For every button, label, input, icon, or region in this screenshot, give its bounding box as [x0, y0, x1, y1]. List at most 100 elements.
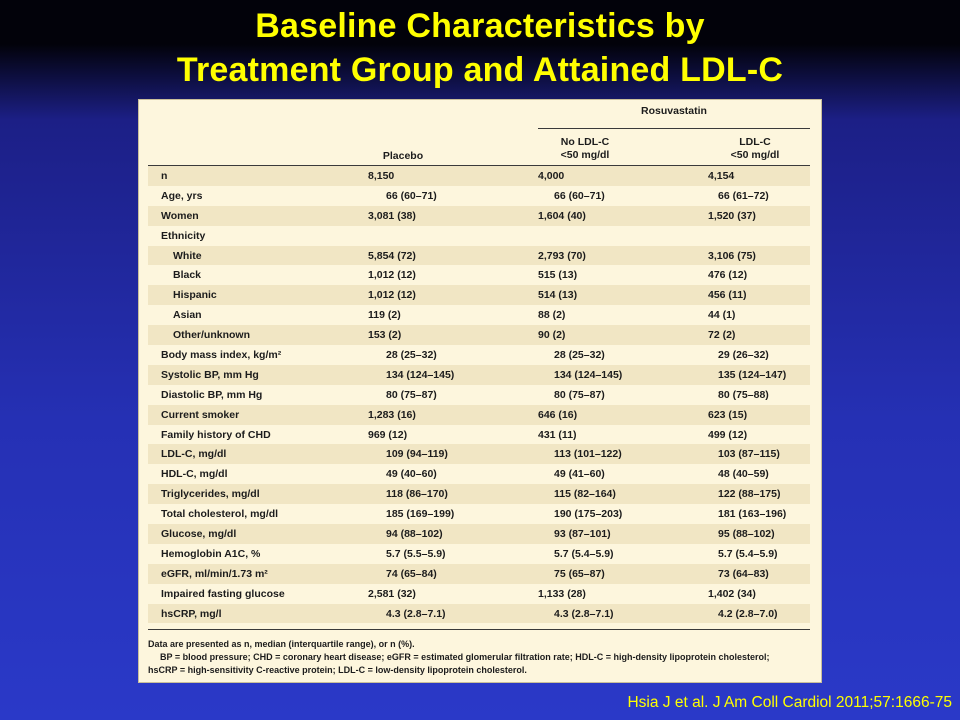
table-row: Current smoker 1,283 (16) 646 (16) 623 (15)	[148, 404, 810, 425]
table-row: Other/unknown 153 (2) 90 (2) 72 (2)	[148, 325, 810, 346]
table-bottom-rule	[148, 629, 810, 630]
row-label: Triglycerides, mg/dl	[148, 484, 358, 505]
row-label: Glucose, mg/dl	[148, 524, 358, 544]
cell-ldl: 66 (61–72)	[718, 189, 769, 202]
table-row: Age, yrs 66 (60–71) 66 (60–71) 66 (61–72)	[148, 186, 810, 206]
cell-no-ldl: 2,793 (70)	[528, 245, 698, 266]
row-label: Family history of CHD	[161, 428, 271, 441]
slide-title-line2: Treatment Group and Attained LDL-C	[176, 51, 784, 89]
cell-no-ldl: 75 (65–87)	[528, 563, 698, 584]
row-label: Age, yrs	[161, 189, 203, 202]
cell-no-ldl	[528, 226, 698, 246]
row-label: Hispanic	[148, 285, 358, 306]
table-row: Systolic BP, mm Hg 134 (124–145) 134 (124–…	[148, 364, 810, 385]
row-label: Current smoker	[148, 404, 358, 425]
row-label: Impaired fasting glucose	[161, 587, 285, 600]
row-label: Systolic BP, mm Hg	[148, 364, 358, 385]
cell-ldl: 95 (88–102)	[698, 524, 810, 544]
table-body: n 8,150 4,000 4,154 Age, yrs 66 (60–71) 66 (60…	[148, 166, 810, 624]
table-row: Body mass index, kg/m² 28 (25–32) 28 (25–3…	[148, 345, 810, 365]
cell-no-ldl: 1,133 (28)	[538, 587, 586, 600]
cell-ldl: 3,106 (75)	[698, 245, 810, 266]
cell-placebo: 1,012 (12)	[368, 269, 416, 282]
group-header-rosuvastatin: Rosuvastatin	[641, 105, 707, 117]
column-header-no-ldl-line1: No LDL-C	[560, 136, 610, 148]
table-panel: Rosuvastatin Placebo No LDL-C <50 mg/dl …	[138, 99, 822, 683]
column-header-placebo: Placebo	[382, 150, 424, 162]
column-header-no-ldl-line2: <50 mg/dl	[560, 149, 610, 161]
cell-no-ldl: 115 (82–164)	[528, 484, 698, 505]
cell-no-ldl: 88 (2)	[538, 309, 566, 322]
table-row: HDL-C, mg/dl 49 (40–60) 49 (41–60) 48 (40–5…	[148, 464, 810, 484]
cell-no-ldl: 4.3 (2.8–7.1)	[528, 603, 698, 624]
cell-no-ldl: 80 (75–87)	[554, 388, 605, 401]
cell-placebo: 5.7 (5.5–5.9)	[386, 547, 446, 560]
cell-no-ldl: 1,604 (40)	[528, 205, 698, 226]
table-row: Total cholesterol, mg/dl 185 (169–199) 190…	[148, 504, 810, 524]
cell-ldl: 73 (64–83)	[698, 563, 810, 584]
cell-ldl: 80 (75–88)	[718, 388, 769, 401]
cell-ldl: 4.2 (2.8–7.0)	[698, 603, 810, 624]
table-row: eGFR, ml/min/1.73 m² 74 (65–84) 75 (65–87)…	[148, 563, 810, 584]
row-label: eGFR, ml/min/1.73 m²	[148, 563, 358, 584]
cell-placebo: 134 (124–145)	[358, 364, 528, 385]
cell-ldl: 122 (88–175)	[698, 484, 810, 505]
cell-placebo: 118 (86–170)	[358, 484, 528, 505]
header-bottom-rule	[148, 165, 810, 166]
column-header-ldl-line2: <50 mg/dl	[730, 149, 780, 161]
row-label: LDL-C, mg/dl	[148, 444, 358, 465]
row-label: White	[148, 245, 358, 266]
cell-placebo: 1,012 (12)	[358, 285, 528, 306]
cell-no-ldl: 646 (16)	[528, 404, 698, 425]
row-label: hsCRP, mg/l	[148, 603, 358, 624]
cell-ldl: 135 (124–147)	[698, 364, 810, 385]
column-header-ldl-line1: LDL-C	[739, 136, 771, 148]
row-label: Hemoglobin A1C, %	[161, 547, 261, 560]
data-table-wrapper: n 8,150 4,000 4,154 Age, yrs 66 (60–71) 66 (60…	[148, 166, 810, 624]
table-row: Impaired fasting glucose 2,581 (32) 1,133 …	[148, 584, 810, 604]
table-row: Hemoglobin A1C, % 5.7 (5.5–5.9) 5.7 (5.4–5…	[148, 544, 810, 564]
slide-title: Baseline Characteristics by Treatment Gr…	[0, 4, 960, 92]
group-header-rule	[538, 128, 810, 129]
table-row: Triglycerides, mg/dl 118 (86–170) 115 (82–…	[148, 484, 810, 505]
cell-no-ldl: 4,000	[528, 166, 698, 186]
column-header-ldl: LDL-C <50 mg/dl	[695, 136, 815, 162]
row-label: HDL-C, mg/dl	[161, 468, 228, 481]
cell-no-ldl: 28 (25–32)	[554, 348, 605, 361]
cell-placebo: 1,283 (16)	[358, 404, 528, 425]
cell-ldl: 476 (12)	[708, 269, 748, 282]
cell-no-ldl: 190 (175–203)	[554, 508, 623, 521]
footnote-line1: Data are presented as n, median (interqu…	[148, 639, 415, 649]
cell-placebo: 5,854 (72)	[358, 245, 528, 266]
cell-ldl: 103 (87–115)	[698, 444, 810, 465]
table-row: Family history of CHD 969 (12) 431 (11) 499…	[148, 425, 810, 445]
table-row: Asian 119 (2) 88 (2) 44 (1)	[148, 305, 810, 325]
table-row: Black 1,012 (12) 515 (13) 476 (12)	[148, 265, 810, 285]
row-label: Diastolic BP, mm Hg	[161, 388, 263, 401]
row-label: Other/unknown	[148, 325, 358, 346]
column-header-no-ldl: No LDL-C <50 mg/dl	[525, 136, 645, 162]
table-row: Women 3,081 (38) 1,604 (40) 1,520 (37)	[148, 205, 810, 226]
cell-ldl: 29 (26–32)	[718, 348, 769, 361]
cell-no-ldl: 431 (11)	[538, 428, 577, 441]
cell-ldl: 48 (40–59)	[718, 468, 769, 481]
cell-placebo: 66 (60–71)	[386, 189, 437, 202]
cell-no-ldl: 514 (13)	[528, 285, 698, 306]
cell-no-ldl: 515 (13)	[538, 269, 578, 282]
cell-no-ldl: 66 (60–71)	[554, 189, 605, 202]
table-row: Diastolic BP, mm Hg 80 (75–87) 80 (75–87) 8…	[148, 385, 810, 405]
cell-ldl: 5.7 (5.4–5.9)	[718, 547, 778, 560]
cell-ldl: 181 (163–196)	[718, 508, 787, 521]
cell-placebo: 153 (2)	[358, 325, 528, 346]
cell-ldl	[698, 226, 810, 246]
footnote-line2: BP = blood pressure; CHD = coronary hear…	[160, 652, 770, 662]
cell-no-ldl: 5.7 (5.4–5.9)	[554, 547, 614, 560]
cell-ldl: 623 (15)	[698, 404, 810, 425]
cell-ldl: 4,154	[698, 166, 810, 186]
table-row: Glucose, mg/dl 94 (88–102) 93 (87–101) 95 (…	[148, 524, 810, 544]
row-label: Ethnicity	[161, 229, 206, 242]
row-label: Women	[148, 205, 358, 226]
row-label: n	[148, 166, 358, 186]
cell-placebo	[358, 226, 528, 246]
table-row: hsCRP, mg/l 4.3 (2.8–7.1) 4.3 (2.8–7.1) 4.2…	[148, 603, 810, 624]
